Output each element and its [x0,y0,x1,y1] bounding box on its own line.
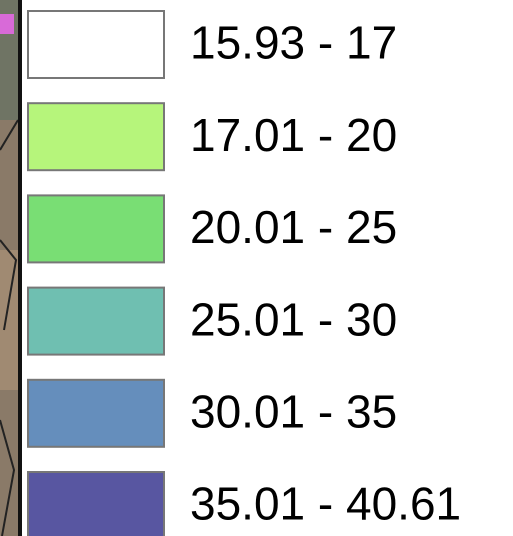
legend-swatch [28,195,164,262]
map-border [18,0,22,536]
legend-label: 25.01 - 30 [190,293,397,345]
map-legend: 15.93 - 17 17.01 - 20 20.01 - 25 25.01 - 30… [0,0,513,536]
legend-swatch [28,11,164,78]
legend-label: 20.01 - 25 [190,201,397,253]
legend-swatch [28,472,164,536]
legend-swatch [28,288,164,355]
legend-label: 17.01 - 20 [190,109,397,161]
imagery-patch [0,250,20,390]
legend-label: 35.01 - 40.61 [190,478,461,530]
map-strip [0,0,22,536]
legend-label: 15.93 - 17 [190,17,397,69]
legend-swatch [28,103,164,170]
legend-label: 30.01 - 35 [190,385,397,437]
legend-swatch [28,380,164,447]
map-feature [0,14,14,34]
